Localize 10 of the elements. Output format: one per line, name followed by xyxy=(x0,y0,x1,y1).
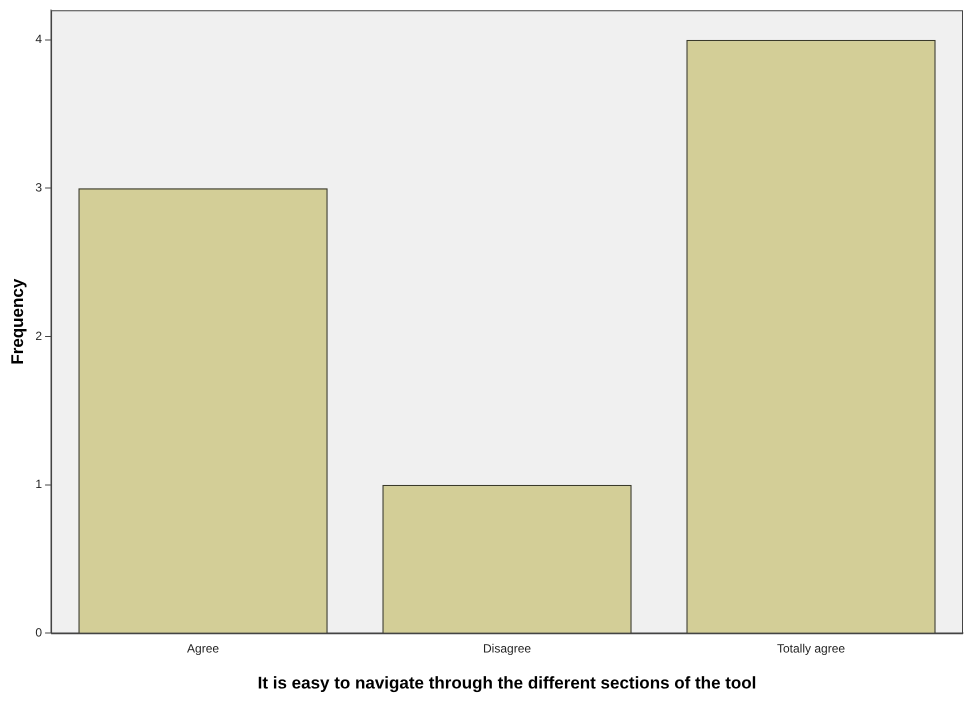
x-tick-label: Totally agree xyxy=(776,642,846,656)
y-tick-label: 1 xyxy=(35,477,42,492)
y-tick-label: 0 xyxy=(35,626,42,640)
y-axis-title: Frequency xyxy=(8,278,27,365)
y-tick-label: 4 xyxy=(35,32,42,46)
y-tick-label: 2 xyxy=(35,328,42,343)
x-tick-label: Agree xyxy=(187,642,220,656)
y-tick-label: 3 xyxy=(35,180,42,195)
x-tick-label: Disagree xyxy=(483,642,532,656)
x-axis-title: It is easy to navigate through the different sections of the tool xyxy=(258,673,756,692)
